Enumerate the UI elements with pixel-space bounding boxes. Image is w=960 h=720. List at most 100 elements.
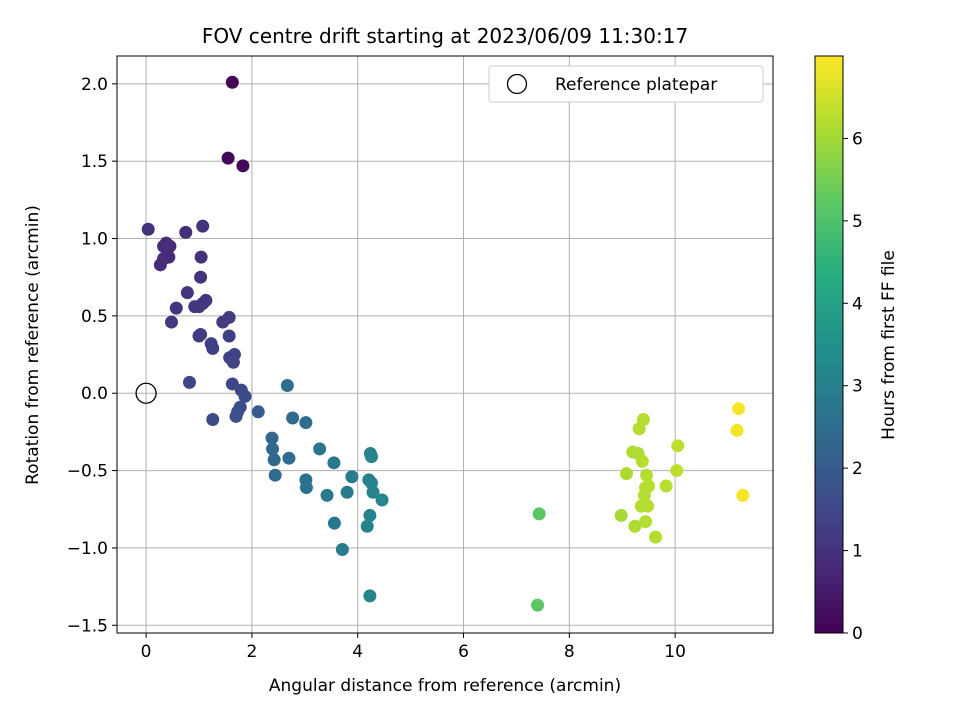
- x-axis-label: Angular distance from reference (arcmin): [269, 676, 621, 696]
- data-point: [313, 442, 327, 456]
- colorbar-ticks: 0 1 2 3 4 5 6: [843, 129, 863, 644]
- x-tick-label: 2: [246, 642, 257, 662]
- data-point: [730, 423, 744, 437]
- colorbar-tick-label: 3: [852, 377, 863, 397]
- data-point: [614, 508, 628, 522]
- data-point: [268, 468, 282, 482]
- data-point: [335, 542, 349, 556]
- y-axis-ticks: −1.5 −1.0 −0.5 0.0 0.5 1.0 1.5 2.0: [67, 75, 117, 636]
- data-point: [153, 258, 167, 272]
- data-point: [320, 488, 334, 502]
- data-point: [206, 341, 220, 355]
- chart-title: FOV centre drift starting at 2023/06/09 …: [202, 24, 688, 48]
- colorbar-tick-label: 5: [852, 212, 863, 232]
- x-tick-label: 10: [664, 642, 686, 662]
- y-tick-label: 1.5: [81, 152, 108, 172]
- legend-marker: [506, 73, 528, 95]
- data-point: [206, 413, 220, 427]
- data-point: [141, 222, 155, 236]
- data-point: [639, 515, 653, 529]
- data-point: [619, 467, 633, 481]
- y-axis-label: Rotation from reference (arcmin): [23, 205, 43, 485]
- data-point: [363, 589, 377, 603]
- data-point: [196, 219, 210, 233]
- data-point: [163, 239, 177, 253]
- y-tick-label: −1.0: [67, 539, 108, 559]
- data-point: [531, 598, 545, 612]
- data-point: [640, 468, 654, 482]
- x-tick-label: 4: [352, 642, 363, 662]
- data-point: [637, 488, 651, 502]
- legend: Reference platepar: [488, 65, 764, 103]
- colorbar-tick-label: 2: [852, 459, 863, 479]
- data-point: [732, 402, 746, 416]
- x-tick-label: 8: [564, 642, 575, 662]
- data-point: [299, 416, 313, 430]
- x-axis-ticks: 0 2 4 6 8 10: [141, 633, 686, 662]
- legend-box: [488, 65, 764, 103]
- data-point: [360, 519, 374, 533]
- data-point: [265, 431, 279, 445]
- colorbar-label: Hours from first FF file: [879, 250, 899, 440]
- data-point: [267, 453, 281, 467]
- y-tick-label: 0.0: [81, 384, 108, 404]
- data-point: [364, 450, 378, 464]
- data-point: [179, 225, 193, 239]
- data-point: [628, 519, 642, 533]
- y-tick-label: 2.0: [81, 75, 108, 95]
- data-point: [238, 389, 252, 403]
- data-point: [632, 422, 646, 436]
- colorbar-tick-label: 4: [852, 294, 863, 314]
- plot-frame: [116, 55, 774, 634]
- data-point: [649, 530, 663, 544]
- data-point: [180, 286, 194, 300]
- data-point: [375, 493, 389, 507]
- y-tick-label: 1.0: [81, 230, 108, 250]
- data-point: [229, 409, 243, 423]
- data-point: [225, 75, 239, 89]
- data-point: [670, 464, 684, 478]
- data-point: [532, 507, 546, 521]
- data-point: [236, 159, 250, 173]
- y-tick-label: −1.5: [67, 616, 108, 636]
- x-tick-label: 6: [458, 642, 469, 662]
- data-point: [192, 300, 206, 314]
- data-point: [182, 375, 196, 389]
- colorbar-tick-label: 0: [852, 624, 863, 644]
- y-tick-label: −0.5: [67, 462, 108, 482]
- reference-platepar-point: [135, 382, 157, 404]
- data-point: [363, 508, 377, 522]
- data-point: [736, 488, 750, 502]
- colorbar-tick-label: 6: [852, 129, 863, 149]
- data-point: [194, 270, 208, 284]
- data-point: [226, 355, 240, 369]
- data-point: [299, 481, 313, 495]
- data-point: [340, 485, 354, 499]
- data-point: [221, 151, 235, 165]
- data-point: [266, 442, 280, 456]
- x-tick-label: 0: [141, 642, 152, 662]
- data-point: [282, 451, 296, 465]
- data-point: [192, 329, 206, 343]
- data-point: [659, 479, 673, 493]
- data-point: [216, 315, 230, 329]
- data-point: [671, 439, 685, 453]
- data-point: [164, 315, 178, 329]
- data-point: [280, 378, 294, 392]
- data-point: [222, 329, 236, 343]
- data-point: [251, 405, 265, 419]
- data-point: [194, 250, 208, 264]
- data-point: [327, 516, 341, 530]
- data-point: [635, 454, 649, 468]
- data-point: [327, 456, 341, 470]
- colorbar-tick-label: 1: [852, 542, 863, 562]
- y-tick-label: 0.5: [81, 307, 108, 327]
- data-point: [286, 411, 300, 425]
- colorbar-gradient: [814, 55, 844, 634]
- legend-label: Reference platepar: [555, 75, 717, 95]
- data-point: [641, 499, 655, 513]
- data-points: [141, 75, 750, 612]
- data-point: [169, 301, 183, 315]
- reference-marker: [135, 382, 157, 404]
